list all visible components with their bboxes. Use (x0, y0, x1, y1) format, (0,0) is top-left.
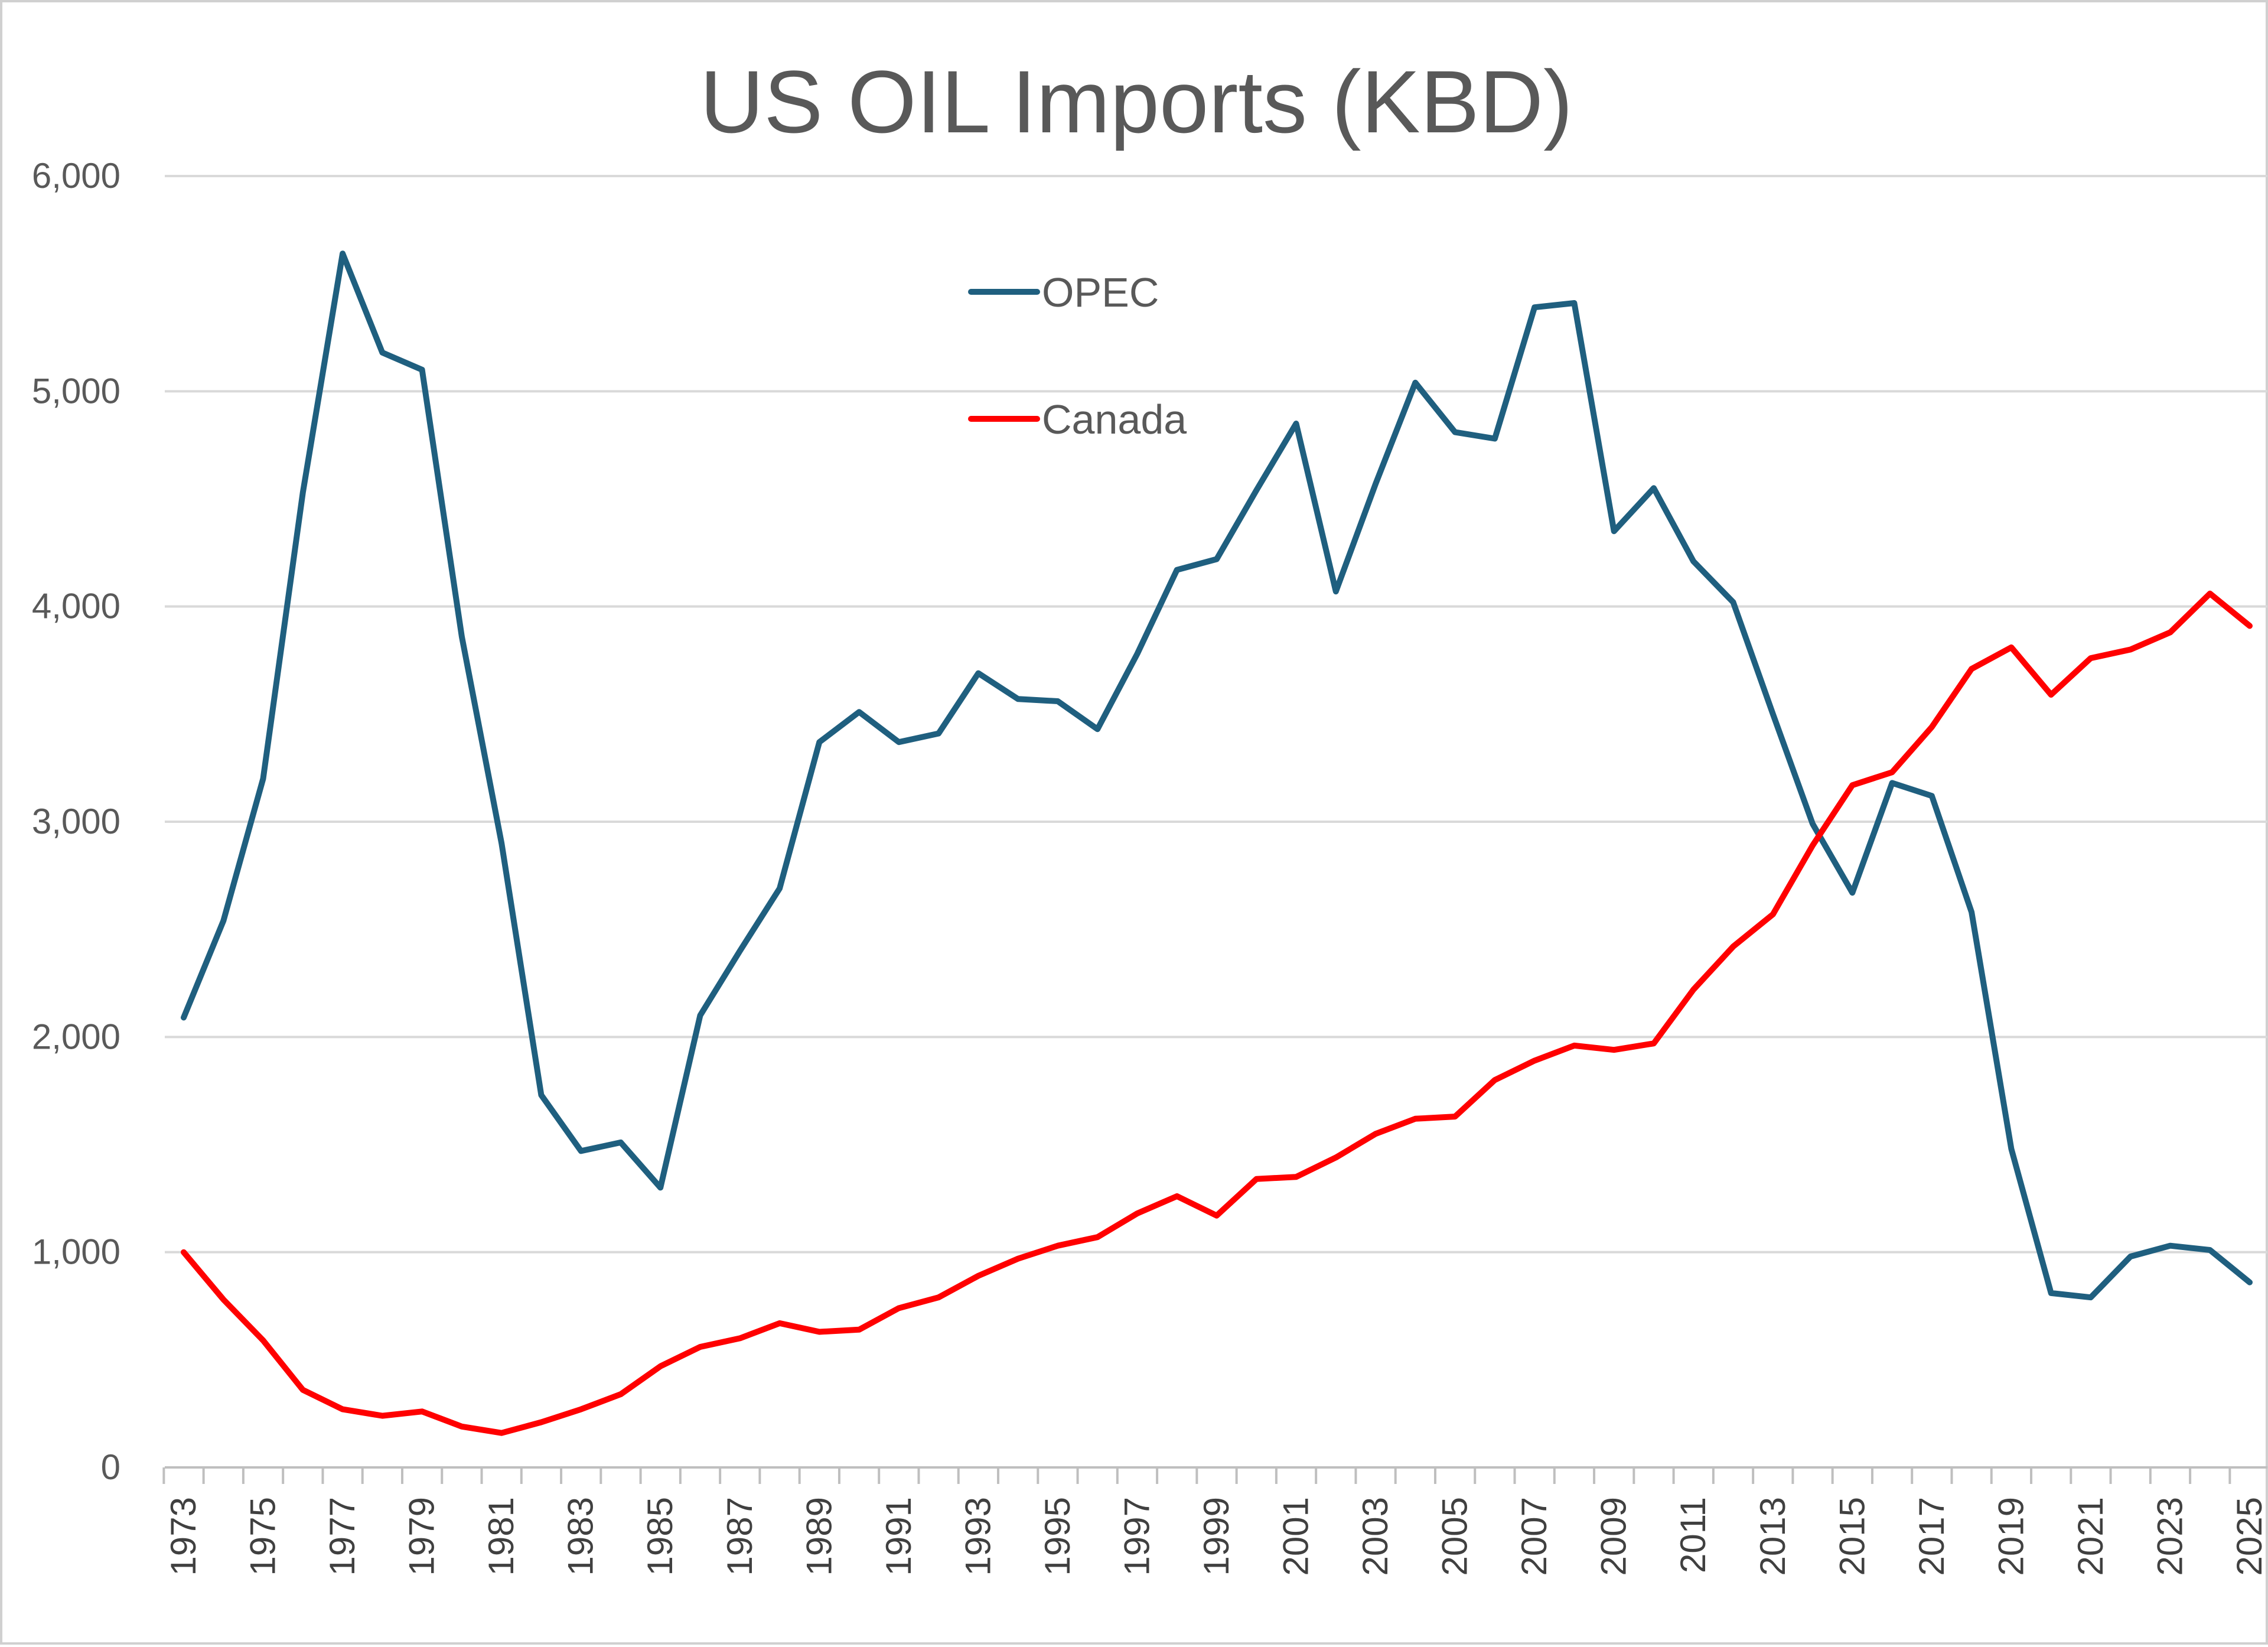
x-tick-label: 2013 (1753, 1497, 1793, 1576)
y-tick-label: 0 (101, 1447, 120, 1487)
x-tick-label: 2021 (2071, 1497, 2110, 1576)
x-tick-label: 1991 (879, 1497, 918, 1576)
x-tick-label: 2005 (1435, 1497, 1475, 1576)
x-tick-label: 1973 (164, 1497, 203, 1576)
x-tick-label: 1997 (1117, 1497, 1156, 1576)
x-tick-label: 2019 (1991, 1497, 2031, 1576)
gridlines (165, 175, 2267, 1254)
y-tick-label: 2,000 (32, 1017, 120, 1056)
x-tick-label: 2025 (2230, 1497, 2268, 1576)
series-lines (181, 250, 2253, 1436)
x-tick-label: 1987 (720, 1497, 760, 1576)
x-tick-label: 1993 (958, 1497, 998, 1576)
x-tick-label: 1981 (481, 1497, 521, 1576)
y-tick-label: 1,000 (32, 1232, 120, 1272)
x-tick-label: 1985 (640, 1497, 680, 1576)
y-tick-label: 6,000 (32, 156, 120, 196)
x-tick-label: 1983 (561, 1497, 601, 1576)
x-tick-label: 1979 (402, 1497, 442, 1576)
x-tick-label: 1975 (243, 1497, 283, 1576)
x-tick-label: 1977 (322, 1497, 362, 1576)
x-tick-label: 1989 (799, 1497, 839, 1576)
series-line-canada (181, 590, 2253, 1436)
legend: OPEC Canada (968, 269, 1187, 442)
x-tick-label: 2015 (1832, 1497, 1872, 1576)
legend-label-opec: OPEC (1042, 269, 1159, 315)
x-tick-label: 2011 (1673, 1497, 1713, 1573)
y-tick-label: 4,000 (32, 587, 120, 626)
x-tick-label: 1995 (1038, 1497, 1077, 1576)
x-axis: 1973 1975 1977 1979 1981 1983 1985 1987 1989 1991… (162, 1466, 2268, 1576)
y-axis-tick-labels: 0 1,000 2,000 3,000 4,000 5,000 6,000 (32, 156, 120, 1487)
y-tick-label: 5,000 (32, 371, 120, 411)
x-tick-label: 2009 (1594, 1497, 1634, 1576)
x-tick-label: 2017 (1912, 1497, 1951, 1576)
y-tick-label: 3,000 (32, 802, 120, 841)
x-tick-label: 2003 (1355, 1497, 1395, 1576)
series-line-opec (181, 250, 2253, 1301)
x-tick-label: 2007 (1514, 1497, 1554, 1576)
chart-title: US OIL Imports (KBD) (700, 52, 1573, 151)
x-tick-label: 1999 (1197, 1497, 1236, 1576)
x-tick-label: 2001 (1276, 1497, 1316, 1576)
legend-label-canada: Canada (1042, 396, 1187, 442)
x-tick-label: 2023 (2150, 1497, 2189, 1576)
